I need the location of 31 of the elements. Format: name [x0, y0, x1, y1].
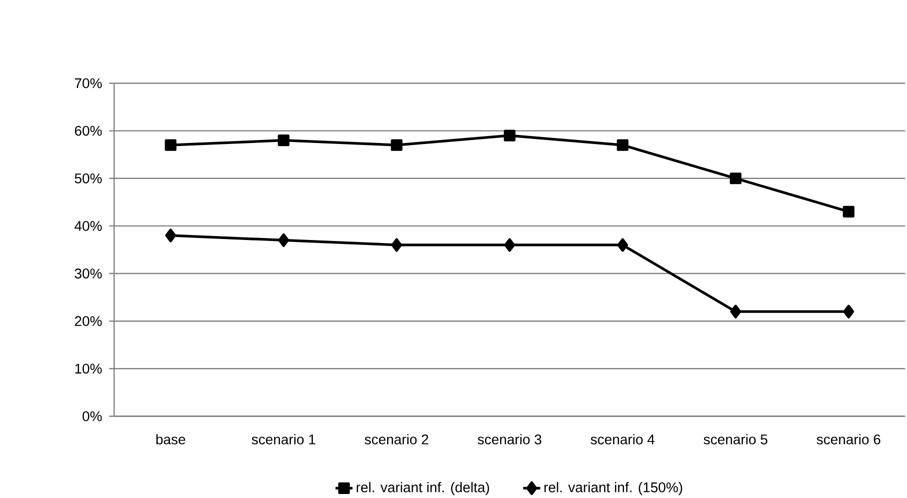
- point: [164, 139, 176, 151]
- point: [616, 139, 628, 151]
- x-tick-label: base: [156, 434, 186, 444]
- y-tick-label: 60%: [74, 126, 102, 136]
- point: [278, 134, 290, 146]
- point: [730, 304, 742, 318]
- point: [843, 304, 854, 318]
- legend-label: rel. variant inf. (150%): [544, 482, 682, 495]
- x-tick-label: scenario 3: [478, 434, 542, 444]
- x-tick-label: scenario 5: [704, 434, 768, 444]
- y-tick-label: 20%: [74, 316, 102, 326]
- point: [504, 238, 516, 252]
- y-tick-label: 70%: [74, 78, 102, 88]
- x-tick-label: scenario 4: [590, 434, 654, 444]
- y-tick-label: 10%: [75, 364, 102, 374]
- y-tick-label: 30%: [74, 268, 102, 278]
- point: [165, 228, 176, 242]
- y-tick-label: 50%: [74, 173, 102, 184]
- x-tick-label: scenario 1: [252, 434, 316, 444]
- y-tick-label: 0%: [82, 411, 102, 422]
- point: [391, 238, 402, 252]
- point: [278, 233, 290, 247]
- point: [842, 206, 854, 218]
- x-tick-label: scenario 6: [816, 434, 880, 444]
- point: [390, 139, 402, 151]
- x-tick-label: scenario 2: [364, 434, 428, 444]
- point: [617, 238, 628, 252]
- point: [730, 172, 742, 184]
- point: [504, 130, 516, 142]
- y-tick-label: 40%: [74, 220, 102, 231]
- legend-label: rel. variant inf. (delta): [356, 482, 490, 495]
